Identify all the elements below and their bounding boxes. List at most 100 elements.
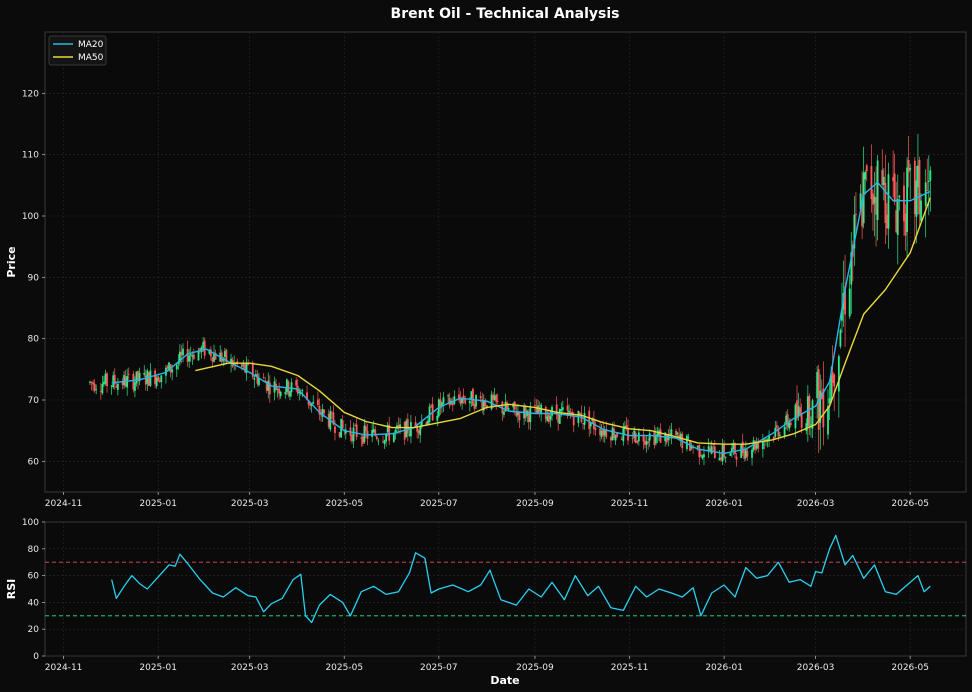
candle-body	[799, 407, 801, 414]
candle-body	[794, 404, 797, 429]
candle-body	[850, 252, 853, 285]
candle-body	[213, 352, 215, 362]
candle-body	[461, 397, 463, 404]
candle-body	[265, 381, 268, 391]
candle-body	[599, 428, 601, 436]
candle-body	[253, 378, 256, 380]
candle-body	[549, 416, 552, 420]
price-xtick-label: 2026-01	[705, 499, 743, 509]
price-x-ticks: 2024-11 2025-01 2025-03 2025-05 2025-07 2025-…	[45, 492, 929, 509]
candle-body	[561, 407, 564, 410]
candle-body	[786, 414, 789, 427]
candle-body	[137, 371, 139, 382]
candle-body	[636, 440, 639, 443]
candle-body	[506, 402, 508, 410]
candle-body	[504, 401, 507, 412]
candle-body	[245, 362, 248, 373]
candle-body	[751, 449, 753, 458]
candle-body	[882, 176, 885, 186]
candle-body	[777, 428, 780, 437]
candle-body	[406, 419, 409, 434]
candle-body	[870, 166, 873, 200]
candle-body	[710, 446, 713, 454]
candle-body	[761, 441, 764, 450]
candle-body	[157, 376, 160, 382]
candle-body	[841, 309, 843, 321]
candle-body	[548, 414, 550, 423]
candle-body	[699, 454, 702, 457]
candle-body	[755, 442, 758, 449]
candle-body	[735, 456, 738, 460]
candle-body	[203, 340, 206, 356]
price-ytick-label: 90	[28, 273, 40, 283]
candle-body	[625, 425, 628, 429]
candle-body	[360, 437, 363, 439]
candle-body	[309, 403, 312, 406]
candle-body	[709, 448, 712, 452]
candle-body	[529, 407, 532, 423]
candle-body	[848, 288, 851, 317]
candle-body	[168, 362, 170, 371]
candle-body	[656, 433, 659, 436]
candle-body	[318, 405, 321, 415]
candle-body	[698, 444, 701, 458]
candle-body	[806, 396, 809, 427]
candle-body	[875, 197, 877, 215]
candle-body	[496, 401, 499, 403]
candle-body	[116, 383, 119, 390]
rsi-ytick-label: 60	[28, 572, 40, 582]
price-xtick-label: 2025-07	[420, 499, 458, 509]
candle-body	[634, 432, 637, 443]
price-xtick-label: 2026-05	[891, 499, 929, 509]
candle-body	[289, 391, 291, 397]
candle-body	[430, 405, 432, 407]
candle-body	[155, 377, 158, 387]
candle-body	[909, 167, 912, 171]
candle-body	[284, 392, 287, 395]
rsi-ytick-label: 40	[28, 598, 40, 608]
candle-body	[447, 395, 450, 397]
legend-ma50-label: MA50	[78, 53, 104, 63]
candle-body	[189, 354, 192, 356]
candle-body	[375, 436, 378, 440]
candle-body	[763, 439, 766, 441]
ma20-line	[111, 181, 931, 455]
rsi-xtick-label: 2025-07	[420, 663, 458, 673]
candle-body	[298, 391, 301, 394]
candle-body	[241, 363, 243, 368]
candle-body	[855, 213, 857, 216]
candle-body	[115, 386, 118, 388]
candle-body	[106, 373, 108, 387]
candle-body	[372, 429, 375, 433]
candle-body	[811, 400, 814, 429]
candle-body	[99, 390, 102, 392]
candle-body	[903, 185, 905, 222]
candle-body	[92, 382, 94, 385]
candle-body	[610, 437, 612, 441]
candle-body	[743, 450, 746, 459]
candle-body	[560, 409, 563, 411]
price-y-axis-label: Price	[5, 246, 18, 277]
candle-body	[210, 349, 212, 357]
candle-body	[555, 404, 558, 415]
candle-body	[872, 193, 874, 205]
candle-body	[256, 374, 259, 384]
ma50-line	[195, 197, 931, 445]
candle-body	[896, 198, 899, 235]
candle-body	[247, 363, 250, 365]
candle-body	[214, 352, 217, 360]
candle-body	[741, 441, 744, 453]
candle-body	[873, 196, 876, 204]
candle-body	[620, 438, 623, 440]
candle-body	[557, 413, 560, 423]
candle-body	[175, 364, 178, 370]
candle-body	[876, 160, 879, 220]
candle-body	[670, 429, 673, 436]
price-xtick-label: 2025-09	[516, 499, 554, 509]
candle-body	[631, 438, 634, 439]
candle-body	[534, 405, 536, 407]
candle-body	[772, 436, 775, 439]
candle-body	[904, 213, 907, 236]
candle-body	[730, 448, 733, 452]
